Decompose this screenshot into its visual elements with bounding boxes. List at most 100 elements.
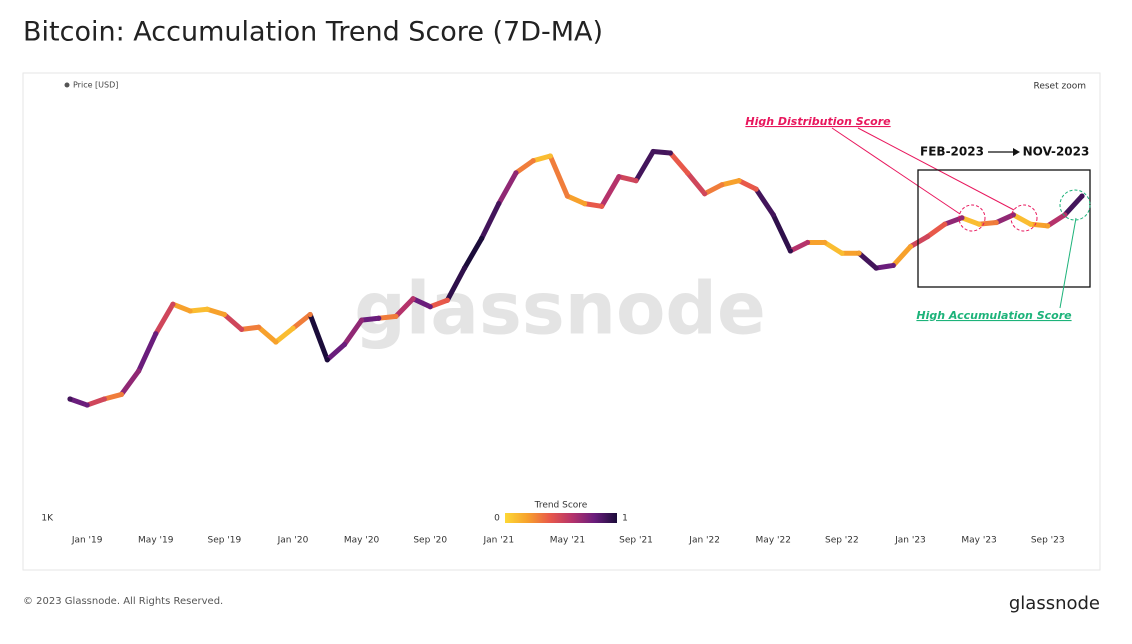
copyright: © 2023 Glassnode. All Rights Reserved. [23,596,223,607]
point [770,212,776,218]
annotation: NOV-2023 [1023,145,1090,159]
point [736,178,742,184]
point [753,186,759,192]
x-tick-label: Sep '22 [825,536,859,546]
legend-label[interactable]: Price [USD] [73,81,118,90]
point [1079,193,1085,199]
x-tick-label: Jan '19 [71,536,103,546]
point [273,339,279,345]
line-segment [633,149,656,184]
period-box [917,169,1091,288]
point [667,150,673,156]
line-segment [787,239,811,254]
line-segment [942,215,965,227]
point [221,311,227,318]
page-title: Bitcoin: Accumulation Trend Score (7D-MA… [23,17,603,48]
point [444,297,450,303]
line-segment [925,221,948,240]
line-segment [890,244,913,268]
point [153,331,159,337]
line-segment [616,174,639,184]
point [684,170,691,176]
line-segment [564,193,588,207]
annotation: High Accumulation Score [916,309,1072,322]
point [118,391,125,398]
line-segment [1010,212,1034,227]
point [376,315,382,321]
x-tick-label: May '21 [550,536,585,546]
highlight-circle [1059,189,1091,221]
line-segment [1045,212,1068,229]
x-tick-label: Sep '21 [619,536,653,546]
point [427,304,433,310]
point [616,174,622,180]
x-tick-label: Jan '20 [277,536,309,546]
line-segment [479,201,502,241]
point [461,265,468,271]
line-segment [410,296,433,310]
point [170,301,176,307]
line-segment [513,158,536,176]
line-segment [101,391,124,402]
chart-frame [22,72,1101,571]
plot: 1K Jan '19 May '19 Sep '19 Jan '20 May '20 Sep… [41,148,1085,546]
line-segment [307,312,330,363]
line-segment [376,313,399,321]
point [238,326,245,332]
line-segment [976,220,999,227]
line-segment [118,368,142,397]
point [204,306,210,312]
line-segment [170,301,193,314]
line-segment [136,331,159,374]
line-segment [684,170,708,197]
reset-zoom[interactable]: Reset zoom [1033,82,1086,92]
point [650,148,656,155]
annotation-line [1059,217,1077,309]
watermark: glassnode [354,267,766,351]
point [101,396,107,402]
line-segment [736,178,759,192]
x-tick-label: Jan '21 [482,536,514,546]
colorbar [505,513,617,523]
line-segment [1062,193,1085,218]
point [907,243,914,250]
point [530,158,536,164]
x-tick-label: Jan '22 [688,536,720,546]
point [187,308,193,314]
point [993,219,999,226]
line-segment [873,262,896,271]
highlight-circle [958,204,986,232]
point [67,396,73,402]
point [719,182,725,188]
point [324,357,330,363]
point [513,170,519,176]
point [702,191,708,197]
point [479,235,485,242]
line-segment [530,153,553,164]
line-segment [719,178,742,188]
point [856,250,862,256]
line-segment [547,153,570,199]
point [599,203,605,209]
line-segment [290,312,313,331]
point [633,178,639,184]
line-segment [993,212,1016,226]
arrow-head [1013,148,1020,156]
point [341,341,348,348]
line-segment [702,182,725,197]
line-segment [204,306,227,318]
x-tick-label: Sep '23 [1031,536,1065,546]
point [256,324,262,330]
line-segment [856,250,879,271]
line-segment [67,396,90,408]
line-segment [753,186,776,218]
line-segment [393,296,416,319]
line-segment [959,215,982,227]
line-segment [239,324,262,332]
annotation-line [857,127,1015,211]
line-segment [153,301,176,337]
line-segment [822,239,845,256]
line-segment [1028,221,1051,229]
annotation: High Distribution Score [745,115,891,128]
